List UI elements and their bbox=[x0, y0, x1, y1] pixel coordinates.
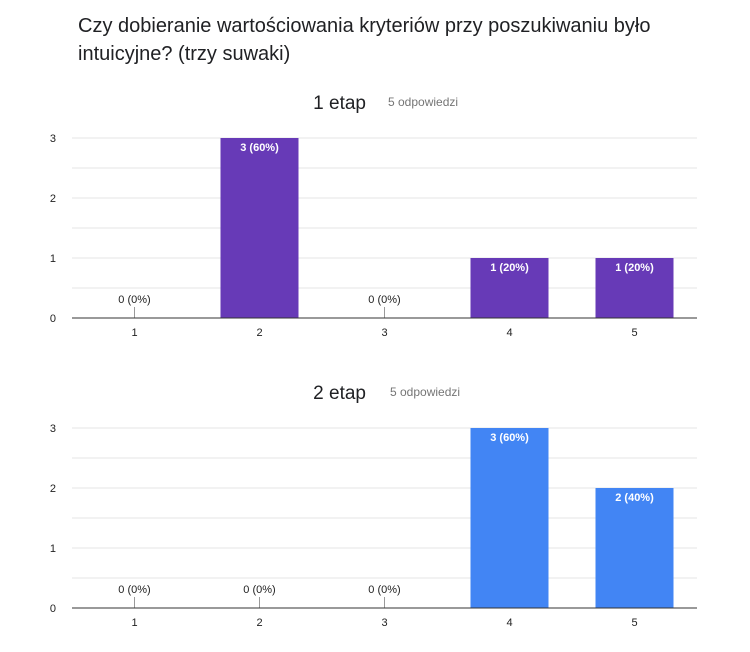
chart-subtitle: 5 odpowiedzi bbox=[390, 385, 460, 399]
data-label: 0 (0%) bbox=[243, 584, 275, 596]
x-tick-label: 5 bbox=[631, 327, 637, 339]
x-tick-label: 4 bbox=[506, 327, 512, 339]
x-tick-label: 1 bbox=[131, 617, 137, 629]
x-tick-label: 4 bbox=[506, 617, 512, 629]
data-label: 2 (40%) bbox=[615, 492, 654, 504]
x-tick-label: 3 bbox=[381, 327, 387, 339]
x-tick-label: 3 bbox=[381, 617, 387, 629]
x-tick-label: 5 bbox=[631, 617, 637, 629]
y-tick-label: 2 bbox=[50, 483, 56, 495]
y-tick-label: 0 bbox=[50, 313, 56, 325]
data-label: 0 (0%) bbox=[118, 294, 150, 306]
y-tick-label: 1 bbox=[50, 543, 56, 555]
y-tick-label: 3 bbox=[50, 133, 56, 145]
y-tick-label: 1 bbox=[50, 253, 56, 265]
chart-title: 1 etap bbox=[313, 93, 366, 114]
chart-title: 2 etap bbox=[313, 383, 366, 404]
data-label: 3 (60%) bbox=[240, 142, 279, 154]
bar bbox=[470, 428, 549, 608]
plot-area: 0 1 2 3 0 (0%) 1 0 (0%) 2 0 (0%) 3 3 (60%) 4 2 (40%)… bbox=[50, 423, 697, 629]
y-tick-label: 3 bbox=[50, 423, 56, 435]
chart-2-etap: 2 etap 5 odpowiedzi 0 1 2 3 0 (0%) 1 0 (0%) 2 0 … bbox=[50, 383, 697, 629]
x-tick-label: 1 bbox=[131, 327, 137, 339]
plot-area: 0 1 2 3 0 (0%) 1 3 (60%) 2 0 (0%) 3 1 (20%) 4 1 (20%… bbox=[50, 133, 697, 339]
question-title: Czy dobieranie wartościowania kryteriów … bbox=[78, 15, 651, 65]
x-tick-label: 2 bbox=[256, 617, 262, 629]
y-tick-label: 2 bbox=[50, 193, 56, 205]
bar bbox=[595, 488, 674, 608]
bar bbox=[470, 258, 549, 318]
data-label: 1 (20%) bbox=[615, 262, 654, 274]
data-label: 1 (20%) bbox=[490, 262, 529, 274]
bar bbox=[220, 138, 299, 318]
data-label: 0 (0%) bbox=[118, 584, 150, 596]
data-label: 0 (0%) bbox=[368, 584, 400, 596]
data-label: 0 (0%) bbox=[368, 294, 400, 306]
chart-subtitle: 5 odpowiedzi bbox=[388, 95, 458, 109]
x-tick-label: 2 bbox=[256, 327, 262, 339]
y-tick-label: 0 bbox=[50, 603, 56, 615]
data-label: 3 (60%) bbox=[490, 432, 529, 444]
bar bbox=[595, 258, 674, 318]
